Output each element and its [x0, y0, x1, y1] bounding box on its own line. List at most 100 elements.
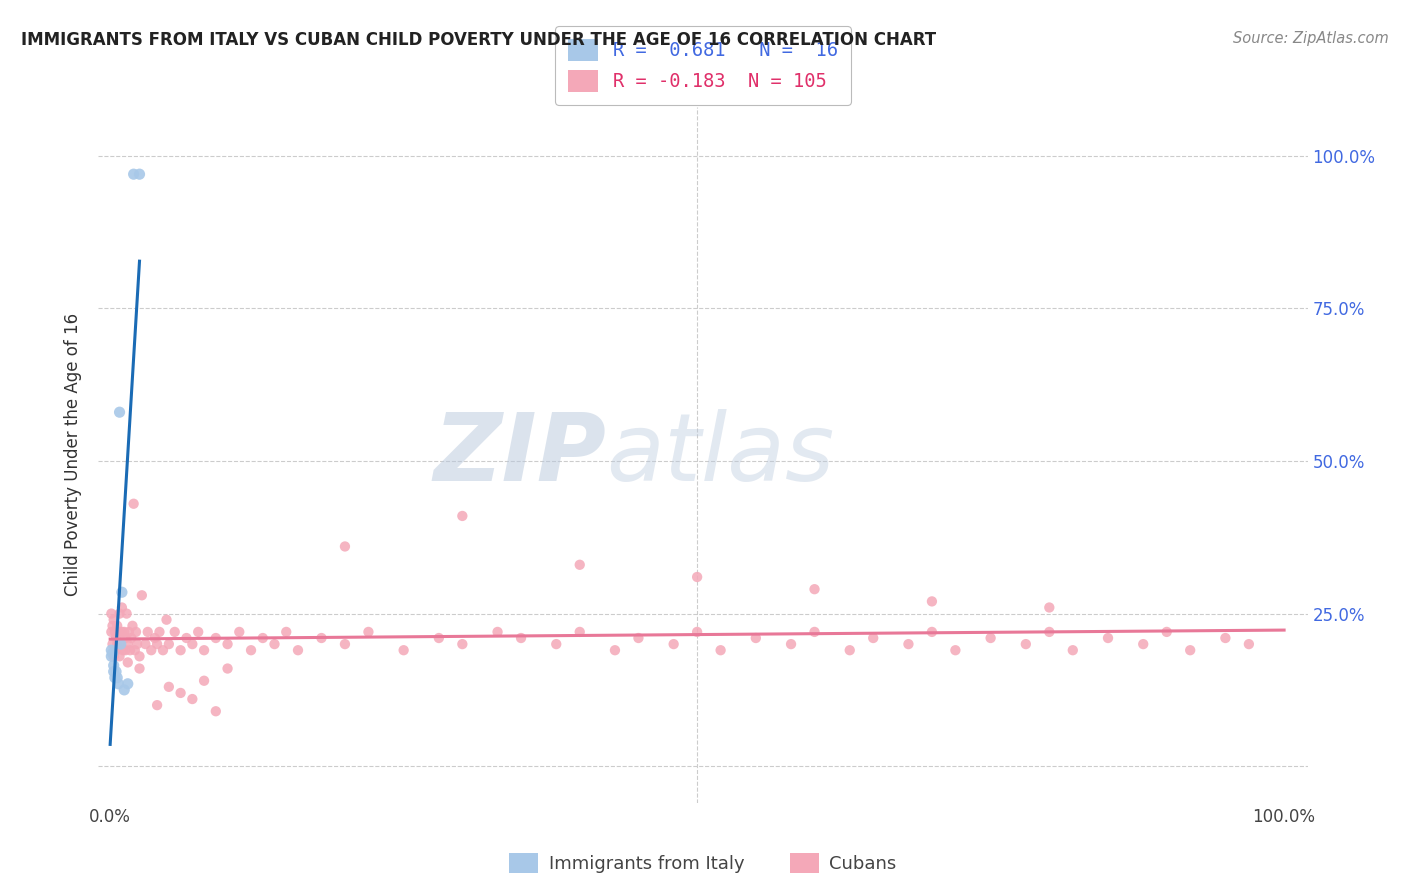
- Point: [128, 661, 150, 675]
- Point: [100, 607, 122, 621]
- Point: [228, 624, 250, 639]
- Point: [193, 643, 215, 657]
- Point: [110, 637, 132, 651]
- Point: [128, 167, 150, 181]
- Point: [263, 637, 285, 651]
- Point: [662, 637, 685, 651]
- Point: [108, 405, 131, 419]
- Point: [568, 558, 591, 572]
- Point: [103, 613, 125, 627]
- Point: [862, 631, 884, 645]
- Point: [838, 643, 860, 657]
- Point: [510, 631, 533, 645]
- Point: [105, 619, 128, 633]
- Point: [217, 661, 239, 675]
- Point: [745, 631, 768, 645]
- Point: [1038, 624, 1060, 639]
- Point: [686, 570, 709, 584]
- Point: [568, 624, 591, 639]
- Point: [1097, 631, 1119, 645]
- Point: [152, 643, 174, 657]
- Point: [204, 631, 226, 645]
- Point: [603, 643, 626, 657]
- Point: [1237, 637, 1260, 651]
- Point: [1215, 631, 1237, 645]
- Point: [101, 646, 124, 660]
- Point: [276, 624, 298, 639]
- Point: [780, 637, 803, 651]
- Point: [204, 704, 226, 718]
- Point: [122, 497, 145, 511]
- Point: [710, 643, 733, 657]
- Point: [112, 682, 135, 697]
- Point: [921, 594, 943, 608]
- Point: [120, 643, 142, 657]
- Point: [333, 637, 356, 651]
- Point: [392, 643, 415, 657]
- Point: [451, 637, 474, 651]
- Point: [108, 607, 131, 621]
- Point: [117, 677, 139, 691]
- Point: [111, 624, 134, 639]
- Point: [980, 631, 1002, 645]
- Y-axis label: Child Poverty Under the Age of 16: Child Poverty Under the Age of 16: [65, 313, 83, 597]
- Point: [141, 643, 163, 657]
- Point: [546, 637, 568, 651]
- Point: [134, 637, 156, 651]
- Point: [157, 637, 180, 651]
- Point: [181, 637, 204, 651]
- Point: [143, 631, 166, 645]
- Text: ZIP: ZIP: [433, 409, 606, 501]
- Point: [181, 692, 204, 706]
- Point: [311, 631, 333, 645]
- Point: [127, 637, 149, 651]
- Point: [105, 671, 128, 685]
- Point: [627, 631, 650, 645]
- Point: [1156, 624, 1178, 639]
- Point: [1062, 643, 1084, 657]
- Point: [121, 619, 143, 633]
- Point: [124, 643, 146, 657]
- Point: [105, 643, 128, 657]
- Point: [114, 631, 136, 645]
- Point: [105, 637, 128, 651]
- Point: [107, 624, 129, 639]
- Point: [1015, 637, 1038, 651]
- Point: [146, 698, 169, 713]
- Point: [101, 637, 124, 651]
- Point: [131, 588, 153, 602]
- Point: [104, 671, 127, 685]
- Point: [117, 656, 139, 670]
- Point: [103, 665, 125, 679]
- Point: [1038, 600, 1060, 615]
- Point: [101, 619, 124, 633]
- Point: [115, 607, 138, 621]
- Point: [897, 637, 920, 651]
- Point: [120, 631, 142, 645]
- Point: [112, 624, 135, 639]
- Point: [1180, 643, 1202, 657]
- Point: [921, 624, 943, 639]
- Point: [100, 643, 122, 657]
- Point: [114, 643, 136, 657]
- Point: [1132, 637, 1154, 651]
- Point: [803, 624, 825, 639]
- Point: [103, 649, 125, 664]
- Point: [112, 643, 135, 657]
- Point: [136, 624, 159, 639]
- Legend: Immigrants from Italy, Cubans: Immigrants from Italy, Cubans: [502, 846, 904, 880]
- Point: [163, 624, 186, 639]
- Point: [103, 658, 125, 673]
- Point: [100, 624, 122, 639]
- Point: [287, 643, 309, 657]
- Point: [104, 624, 127, 639]
- Point: [240, 643, 263, 657]
- Point: [110, 637, 132, 651]
- Point: [128, 649, 150, 664]
- Point: [117, 637, 139, 651]
- Point: [108, 649, 131, 664]
- Point: [803, 582, 825, 597]
- Point: [169, 686, 191, 700]
- Point: [193, 673, 215, 688]
- Point: [155, 613, 177, 627]
